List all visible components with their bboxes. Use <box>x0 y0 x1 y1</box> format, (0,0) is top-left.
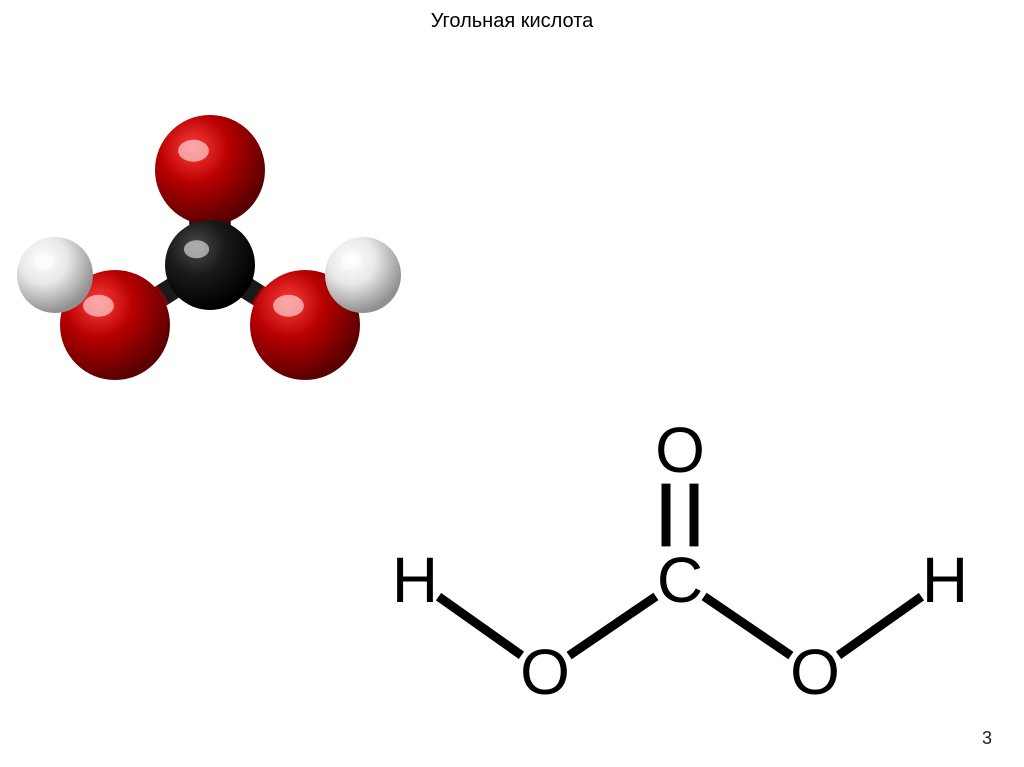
slide-title: Угольная кислота <box>0 10 1024 33</box>
svg-text:H: H <box>922 544 968 616</box>
molecule-3d-model <box>0 70 420 390</box>
svg-text:H: H <box>392 544 438 616</box>
svg-text:O: O <box>790 636 840 708</box>
structural-formula: COOOHH <box>370 410 990 740</box>
svg-text:O: O <box>655 414 705 486</box>
svg-text:O: O <box>520 636 570 708</box>
svg-text:C: C <box>657 544 703 616</box>
